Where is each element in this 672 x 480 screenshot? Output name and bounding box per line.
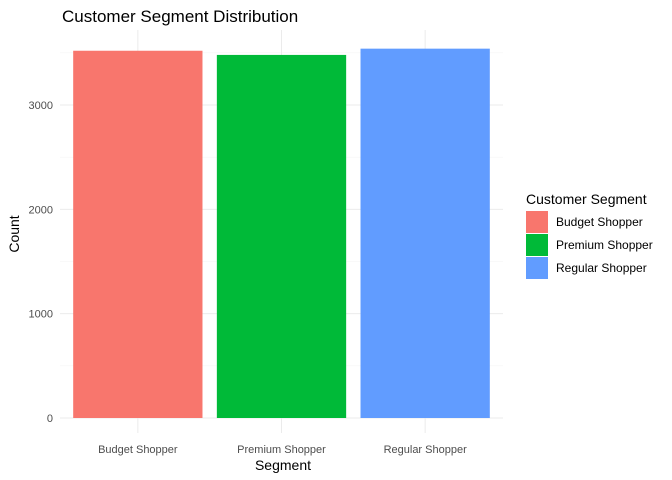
- x-axis-ticks: Budget Shopper Premium Shopper Regular Sho…: [98, 444, 467, 456]
- legend-label: Premium Shopper: [556, 238, 653, 252]
- y-tick-label: 1000: [29, 309, 53, 321]
- bar-budget-shopper: [73, 50, 203, 418]
- legend: Customer Segment Budget Shopper Premium S…: [526, 191, 653, 279]
- y-tick-label: 2000: [29, 204, 53, 216]
- legend-label: Budget Shopper: [556, 215, 643, 229]
- y-tick-label: 3000: [29, 100, 53, 112]
- legend-label: Regular Shopper: [556, 261, 647, 275]
- legend-swatch: [526, 257, 548, 279]
- x-axis-title: Segment: [255, 457, 311, 473]
- bar-regular-shopper: [360, 48, 490, 418]
- y-axis-title: Count: [6, 215, 22, 252]
- y-axis-ticks: 0 1000 2000 3000: [29, 100, 53, 425]
- x-tick-label: Regular Shopper: [384, 444, 468, 456]
- legend-swatch: [526, 211, 548, 233]
- chart-title: Customer Segment Distribution: [62, 7, 298, 26]
- bars: [73, 48, 490, 419]
- x-tick-label: Premium Shopper: [237, 444, 326, 456]
- legend-swatch: [526, 234, 548, 256]
- x-tick-label: Budget Shopper: [98, 444, 178, 456]
- bar-premium-shopper: [216, 54, 347, 419]
- legend-title: Customer Segment: [526, 191, 647, 207]
- y-tick-label: 0: [47, 413, 53, 425]
